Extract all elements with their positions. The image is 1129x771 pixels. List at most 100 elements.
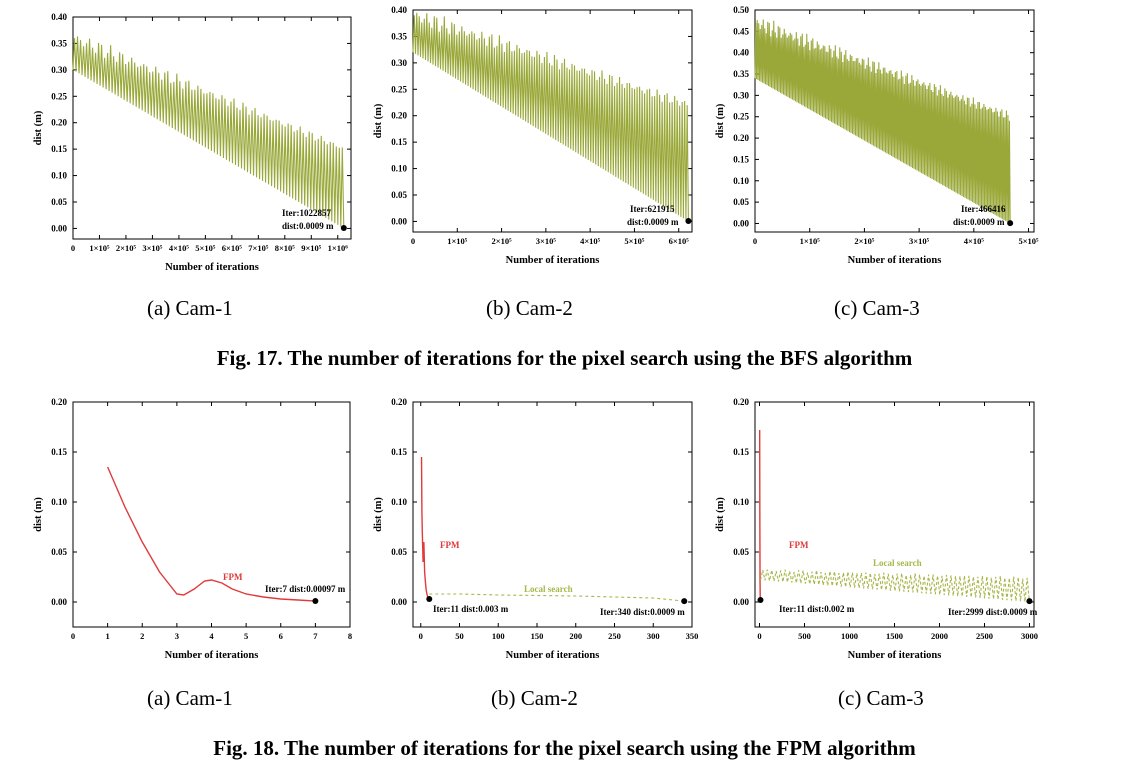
y-tick-label: 0.20: [391, 111, 407, 121]
x-tick-label: 300: [647, 631, 660, 641]
x-axis-label: Number of iterations: [506, 650, 600, 661]
end-point-marker: [1007, 220, 1014, 227]
series-line-1: [759, 569, 1030, 603]
y-tick-label: 0.05: [733, 547, 749, 557]
y-tick-label: 0.25: [51, 91, 67, 101]
plot-frame: [72, 16, 352, 240]
y-tick-label: 0.05: [733, 197, 749, 207]
x-tick-label: 2×10⁵: [116, 243, 137, 253]
x-tick-label: 7×10⁵: [248, 243, 269, 253]
x-tick-label: 8: [348, 631, 352, 641]
series-line-0: [758, 429, 762, 601]
chart-fpm-cam3: 0.00 0.05 0.10 0.15 0.20 0 500 1000 1500 2000 2500…: [715, 397, 1038, 661]
annotation: Iter:1022857: [282, 208, 331, 218]
x-tick-label: 4×10⁵: [169, 243, 190, 253]
y-axis-label: dist (m): [715, 497, 726, 532]
x-axis-label: Number of iterations: [165, 650, 259, 661]
x-tick-label: 4×10⁵: [964, 236, 985, 246]
x-tick-label: 1×10⁶: [328, 243, 349, 253]
series-line-0: [412, 12, 689, 222]
series-line-0: [72, 36, 345, 229]
y-tick-label: 0.15: [391, 447, 407, 457]
y-tick-label: 0.00: [391, 216, 407, 226]
x-tick-label: 0: [71, 243, 75, 253]
x-tick-label: 3×10⁵: [142, 243, 163, 253]
y-tick-label: 0.30: [733, 90, 749, 100]
y-tick-label: 0.35: [51, 38, 67, 48]
subcaption-fpm-cam2: (b) Cam-2: [491, 686, 578, 710]
x-tick-label: 5×10⁵: [624, 236, 645, 246]
y-tick-label: 0.10: [51, 171, 67, 181]
annotation: Iter:466416: [961, 204, 1006, 214]
subcaption-bfs-cam1: (a) Cam-1: [147, 296, 233, 320]
x-tick-label: 5×10⁵: [195, 243, 216, 253]
y-tick-label: 0.25: [733, 112, 749, 122]
x-tick-label: 8×10⁵: [275, 243, 296, 253]
y-tick-label: 0.10: [733, 176, 749, 186]
x-axis-label: Number of iterations: [848, 650, 942, 661]
x-tick-label: 5: [244, 631, 248, 641]
y-tick-label: 0.10: [391, 497, 407, 507]
y-tick-label: 0.00: [51, 597, 67, 607]
x-tick-label: 1×10⁵: [89, 243, 110, 253]
y-tick-label: 0.50: [733, 5, 749, 15]
x-tick-label: 2000: [931, 631, 948, 641]
series-line-1: [429, 593, 685, 602]
x-tick-label: 100: [492, 631, 505, 641]
y-tick-label: 0.15: [51, 447, 67, 457]
x-axis-label: Number of iterations: [848, 255, 942, 266]
y-tick-label: 0.15: [733, 447, 749, 457]
annotation: Iter:621915: [630, 204, 675, 214]
end-point-marker: [426, 596, 433, 602]
annotation: Iter:11 dist:0.003 m: [433, 604, 509, 614]
y-tick-label: 0.35: [391, 31, 407, 41]
y-tick-label: 0.30: [51, 65, 67, 75]
chart-bfs-cam1: 0.00 0.05 0.10 0.15 0.20 0.25 0.30 0.35 0.40 0 1×1…: [33, 12, 352, 273]
y-tick-label: 0.45: [733, 26, 749, 36]
y-tick-label: 0.05: [51, 197, 67, 207]
y-tick-label: 0.20: [51, 118, 67, 128]
x-tick-label: 2×10⁵: [854, 236, 875, 246]
y-tick-label: 0.25: [391, 84, 407, 94]
annotation: Iter:2999 dist:0.0009 m: [948, 607, 1038, 617]
subcaption-fpm-cam1: (a) Cam-1: [147, 686, 233, 710]
series-line-0: [754, 19, 1011, 224]
x-tick-label: 1: [106, 631, 110, 641]
x-tick-label: 6×10⁵: [669, 236, 690, 246]
x-tick-label: 2500: [976, 631, 993, 641]
x-tick-label: 3: [175, 631, 179, 641]
y-tick-label: 0.20: [733, 133, 749, 143]
annotation: FPM: [789, 540, 809, 550]
x-tick-label: 0: [411, 236, 415, 246]
chart-fpm-cam1: 0.00 0.05 0.10 0.15 0.20 0 1 2 3 4 5 6 7 8 Number of i…: [33, 397, 352, 661]
chart-bfs-cam2: 0.00 0.05 0.10 0.15 0.20 0.25 0.30 0.35 0.40 0 1×1…: [373, 5, 693, 266]
y-tick-label: 0.00: [391, 597, 407, 607]
end-point-marker: [757, 597, 764, 603]
x-tick-label: 3×10⁵: [536, 236, 557, 246]
end-point-marker: [340, 224, 347, 231]
figure-18-caption: Fig. 18. The number of iterations for th…: [213, 736, 916, 760]
annotation: Iter:7 dist:0.00097 m: [265, 584, 346, 594]
chart-fpm-cam2: 0.00 0.05 0.10 0.15 0.20 0 50 100 150 200 250 300 35…: [373, 397, 698, 661]
annotation: FPM: [440, 540, 460, 550]
y-axis-label: dist (m): [373, 497, 384, 532]
y-tick-label: 0.05: [391, 547, 407, 557]
end-point-marker: [312, 598, 319, 605]
x-axis-label: Number of iterations: [506, 255, 600, 266]
x-tick-label: 2: [140, 631, 144, 641]
y-tick-label: 0.00: [733, 597, 749, 607]
x-tick-label: 50: [455, 631, 464, 641]
annotation: dist:0.0009 m: [282, 221, 334, 231]
annotation: Iter:340 dist:0.0009 m: [600, 607, 685, 617]
y-tick-label: 0.40: [391, 5, 407, 15]
figure-17-caption: Fig. 17. The number of iterations for th…: [216, 346, 913, 370]
plot-frame: [754, 401, 1035, 628]
x-tick-label: 6: [279, 631, 283, 641]
annotation: FPM: [223, 572, 243, 582]
x-tick-label: 7: [313, 631, 318, 641]
y-tick-label: 0.20: [391, 397, 407, 407]
plot-frame: [754, 9, 1035, 233]
y-tick-label: 0.15: [391, 137, 407, 147]
x-tick-label: 1000: [841, 631, 858, 641]
y-axis-label: dist (m): [33, 497, 44, 532]
